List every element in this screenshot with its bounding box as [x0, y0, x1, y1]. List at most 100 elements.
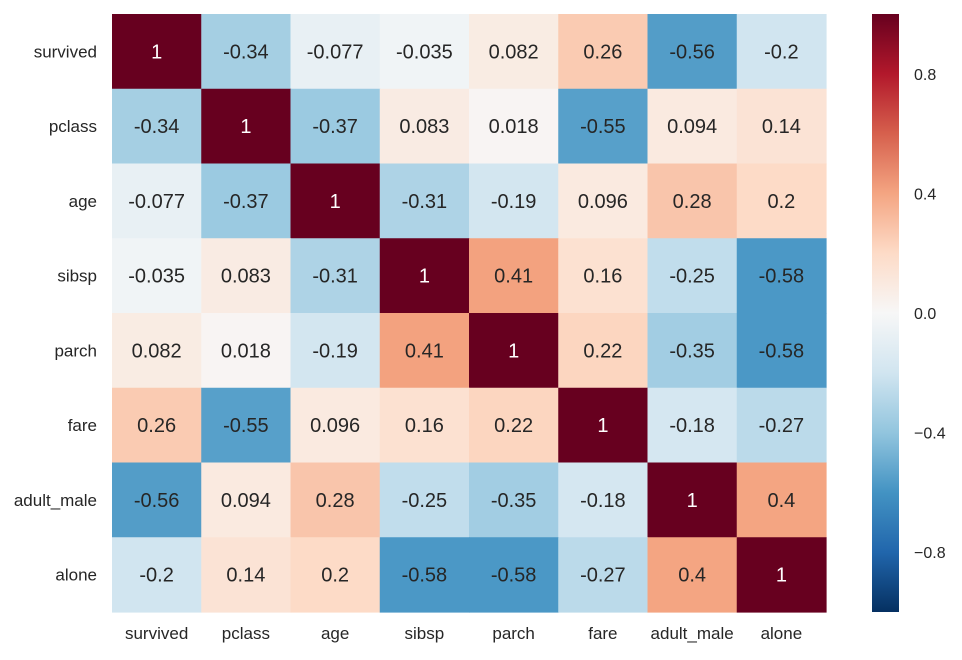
cell-value-label-fare-parch: 0.22 — [494, 415, 533, 437]
heatmap-cell-pclass-age — [290, 88, 381, 165]
heatmap-cell-age-survived — [112, 163, 202, 239]
heatmap-cell-alone-fare — [558, 537, 649, 613]
cell-value-label-age-age: 1 — [330, 191, 341, 213]
heatmap-cell-sibsp-sibsp — [379, 238, 470, 314]
heatmap-cell-sibsp-alone — [736, 238, 827, 314]
cell-value-label-survived-parch: 0.082 — [489, 41, 539, 63]
cell-value-label-age-parch: -0.19 — [491, 191, 537, 213]
cell-value-label-survived-adult_male: -0.56 — [669, 41, 715, 63]
cell-value-label-adult_male-fare: -0.18 — [580, 490, 626, 512]
heatmap-cell-pclass-fare — [558, 88, 649, 165]
cell-value-label-pclass-pclass: 1 — [240, 116, 251, 138]
cell-value-label-adult_male-alone: 0.4 — [767, 490, 795, 512]
cell-value-label-age-sibsp: -0.31 — [402, 191, 448, 213]
cell-value-label-fare-fare: 1 — [597, 415, 608, 437]
cell-value-label-adult_male-parch: -0.35 — [491, 490, 537, 512]
column-label-sibsp: sibsp — [405, 624, 445, 643]
heatmap-cell-adult_male-sibsp — [379, 462, 470, 538]
cell-value-label-pclass-alone: 0.14 — [762, 116, 801, 138]
heatmap-cell-age-parch — [469, 163, 559, 239]
heatmap-cell-age-alone — [736, 163, 827, 239]
cell-value-label-age-alone: 0.2 — [767, 191, 795, 213]
heatmap-cell-adult_male-age — [290, 462, 381, 538]
heatmap-cell-pclass-pclass — [201, 88, 292, 165]
cell-value-label-sibsp-sibsp: 1 — [419, 266, 430, 288]
heatmap-cell-sibsp-survived — [112, 238, 202, 314]
heatmap-cell-alone-adult_male — [647, 537, 738, 613]
cell-value-label-fare-survived: 0.26 — [137, 415, 176, 437]
heatmap-cell-survived-fare — [558, 14, 649, 90]
heatmap-cell-fare-survived — [112, 387, 202, 464]
heatmap-cell-sibsp-adult_male — [647, 238, 738, 314]
cell-value-label-survived-fare: 0.26 — [583, 41, 622, 63]
heatmap-cell-fare-age — [290, 387, 381, 464]
cell-value-label-parch-fare: 0.22 — [583, 340, 622, 362]
cell-value-label-sibsp-survived: -0.035 — [128, 266, 185, 288]
cell-value-label-sibsp-adult_male: -0.25 — [669, 266, 715, 288]
cell-value-label-adult_male-survived: -0.56 — [134, 490, 180, 512]
heatmap-cell-sibsp-parch — [469, 238, 559, 314]
cell-value-label-parch-parch: 1 — [508, 340, 519, 362]
column-label-adult_male: adult_male — [651, 624, 734, 643]
column-tick-labels: survived pclass age sibsp parch fare adult_mal… — [125, 624, 802, 643]
heatmap-cell-adult_male-parch — [469, 462, 559, 538]
cell-value-label-survived-alone: -0.2 — [764, 41, 798, 63]
colorbar-tick-label: 0.4 — [914, 186, 936, 203]
cell-value-label-pclass-sibsp: 0.083 — [399, 116, 449, 138]
heatmap-cell-adult_male-survived — [112, 462, 202, 538]
row-label-pclass: pclass — [49, 117, 97, 136]
heatmap-cell-alone-sibsp — [379, 537, 470, 613]
heatmap-cell-parch-age — [290, 313, 381, 389]
row-tick-labels: survived pclass age sibsp parch fare adult_mal… — [14, 42, 97, 584]
column-label-parch: parch — [492, 624, 535, 643]
cell-value-label-pclass-fare: -0.55 — [580, 116, 626, 138]
row-label-adult_male: adult_male — [14, 491, 97, 510]
heatmap-cell-adult_male-alone — [736, 462, 827, 538]
cell-value-label-parch-survived: 0.082 — [132, 340, 182, 362]
heatmap-cell-survived-pclass — [201, 14, 292, 90]
column-label-pclass: pclass — [222, 624, 270, 643]
heatmap-cell-alone-parch — [469, 537, 559, 613]
heatmap-cell-age-age — [290, 163, 381, 239]
cell-value-label-adult_male-pclass: 0.094 — [221, 490, 271, 512]
colorbar-tick-label: 0.0 — [914, 306, 936, 323]
cell-value-label-alone-pclass: 0.14 — [226, 565, 265, 587]
heatmap-cell-parch-parch — [469, 313, 559, 389]
colorbar — [872, 14, 899, 612]
heatmap-cell-age-pclass — [201, 163, 292, 239]
heatmap-cell-survived-survived — [112, 14, 202, 90]
heatmap-cell-parch-pclass — [201, 313, 292, 389]
cell-value-label-age-adult_male: 0.28 — [673, 191, 712, 213]
heatmap-cell-parch-adult_male — [647, 313, 738, 389]
cell-value-label-adult_male-age: 0.28 — [316, 490, 355, 512]
row-label-sibsp: sibsp — [57, 267, 97, 286]
row-label-survived: survived — [34, 42, 97, 61]
heatmap-cell-fare-alone — [736, 387, 827, 464]
cell-value-label-fare-pclass: -0.55 — [223, 415, 269, 437]
column-label-age: age — [321, 624, 349, 643]
heatmap-cell-pclass-parch — [469, 88, 559, 165]
cell-value-label-parch-age: -0.19 — [312, 340, 358, 362]
cell-value-label-alone-parch: -0.58 — [491, 565, 537, 587]
cell-value-label-alone-age: 0.2 — [321, 565, 349, 587]
cell-value-label-fare-sibsp: 0.16 — [405, 415, 444, 437]
heatmap-cell-survived-sibsp — [379, 14, 470, 90]
heatmap-cell-fare-pclass — [201, 387, 292, 464]
heatmap-cell-sibsp-fare — [558, 238, 649, 314]
cell-value-label-alone-adult_male: 0.4 — [678, 565, 706, 587]
heatmap-cell-adult_male-fare — [558, 462, 649, 538]
heatmap-cell-alone-survived — [112, 537, 202, 613]
heatmap-cell-fare-fare — [558, 387, 649, 464]
heatmap-cell-fare-parch — [469, 387, 559, 464]
row-label-age: age — [69, 192, 97, 211]
column-label-alone: alone — [761, 624, 803, 643]
heatmap-cell-parch-survived — [112, 313, 202, 389]
heatmap-cell-survived-age — [290, 14, 381, 90]
heatmap-cell-sibsp-age — [290, 238, 381, 314]
cell-value-label-survived-pclass: -0.34 — [223, 41, 269, 63]
heatmap-cell-alone-age — [290, 537, 381, 613]
colorbar-tick-labels: 0.8 0.4 0.0 −0.4 −0.8 — [914, 67, 946, 562]
row-label-parch: parch — [54, 341, 97, 360]
cell-value-label-adult_male-adult_male: 1 — [687, 490, 698, 512]
heatmap-cell-parch-fare — [558, 313, 649, 389]
